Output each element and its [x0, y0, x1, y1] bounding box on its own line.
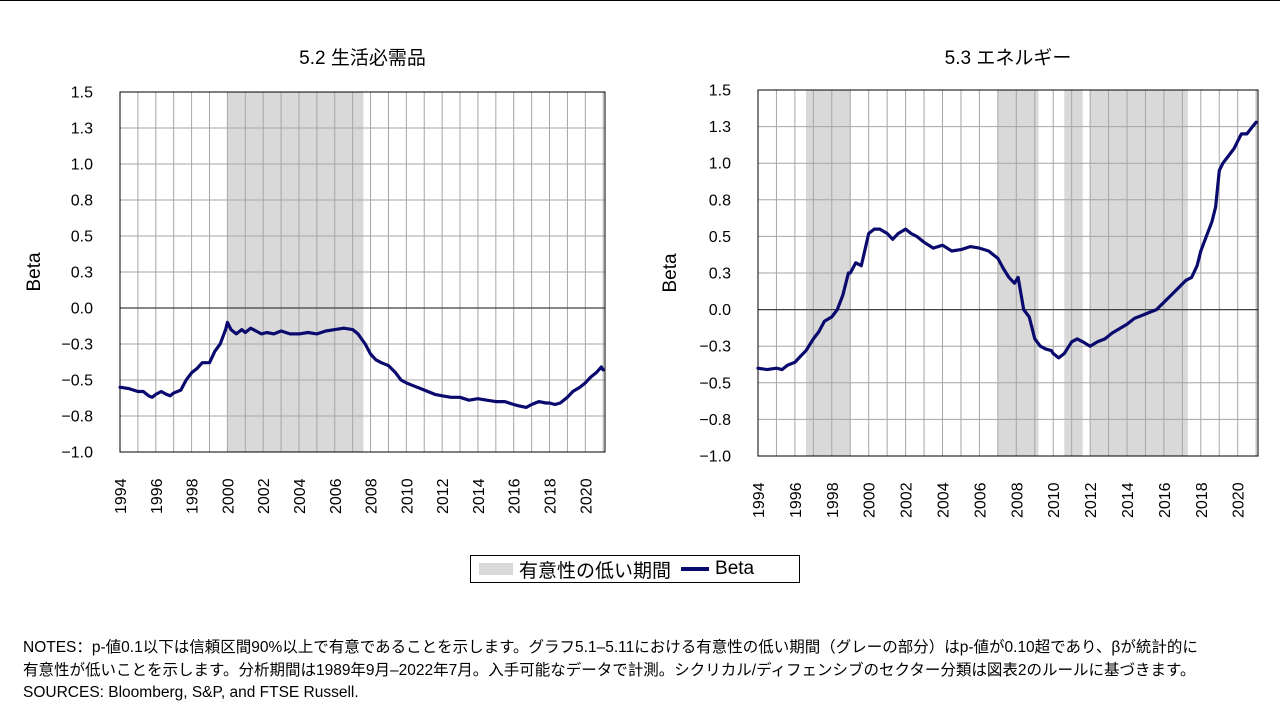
x-tick-label: 1994: [113, 478, 130, 514]
y-tick-label: −0.5: [61, 373, 93, 390]
chart-title: 5.3 エネルギー: [945, 47, 1072, 69]
x-tick-label: 2010: [399, 478, 416, 514]
x-tick-label: 2018: [543, 478, 560, 514]
x-tick-label: 2020: [1231, 482, 1248, 518]
y-tick-label: 0.8: [71, 193, 93, 210]
x-tick-label: 2014: [1120, 482, 1137, 518]
y-tick-label: 1.3: [709, 119, 731, 136]
legend-shade-swatch: [479, 563, 513, 575]
x-tick-label: 2012: [1083, 482, 1100, 518]
plot-border: [757, 89, 1259, 457]
x-tick-label: 2010: [1046, 482, 1063, 518]
x-tick-label: 1996: [788, 482, 805, 518]
y-tick-label: 0.0: [71, 301, 93, 318]
y-tick-label: 0.0: [709, 302, 731, 319]
legend-shade-label: 有意性の低い期間: [519, 560, 672, 582]
chart-consumer-staples: 1.5 1.3 1.0 0.8 0.5 0.3 0.0 −0.3 −0.5 −0.8 −1.0 199…: [24, 47, 606, 514]
top-border: [0, 0, 1280, 1]
y-tick-label: 1.5: [709, 83, 731, 100]
x-tick-label: 2002: [256, 478, 273, 514]
notes-line-2: 有意性が低いことを示します。分析期間は1989年9月–2022年7月。入手可能な…: [23, 661, 1196, 679]
chart-energy: 1.5 1.3 1.0 0.8 0.5 0.3 0.0 −0.3 −0.5 −0.8 −1.0 199…: [660, 47, 1259, 518]
x-tick-label: 2006: [328, 478, 345, 514]
y-tick-label: 0.5: [71, 229, 93, 246]
y-tick-label: −0.8: [61, 409, 93, 426]
x-tick-label: 2004: [292, 478, 309, 514]
beta-series-line: [118, 320, 605, 409]
y-axis-label: Beta: [660, 253, 681, 293]
y-tick-label: 1.5: [71, 85, 93, 102]
y-tick-label: −1.0: [699, 449, 731, 466]
y-tick-label: 0.3: [71, 265, 93, 282]
x-tick-label: 2004: [936, 482, 953, 518]
x-tick-label: 2016: [507, 478, 524, 514]
chart-legend: 有意性の低い期間 Beta: [470, 555, 800, 583]
sources-line: SOURCES: Bloomberg, S&P, and FTSE Russel…: [23, 684, 359, 701]
chart-title: 5.2 生活必需品: [299, 47, 426, 69]
x-tick-label: 2000: [220, 478, 237, 514]
y-tick-label: −1.0: [61, 445, 93, 462]
y-tick-label: 0.8: [709, 192, 731, 209]
y-tick-label: 1.3: [71, 121, 93, 138]
y-axis-label: Beta: [24, 252, 45, 292]
x-tick-label: 1998: [185, 478, 202, 514]
x-tick-label: 2020: [578, 478, 595, 514]
notes-line-1: NOTES：p-値0.1以下は信頼区間90%以上で有意であることを示します。グラ…: [23, 639, 1198, 656]
x-tick-label: 2012: [435, 478, 452, 514]
y-tick-label: 0.5: [709, 229, 731, 246]
beta-series-line: [756, 120, 1258, 372]
x-tick-label: 2014: [471, 478, 488, 514]
y-tick-label: −0.5: [699, 375, 731, 392]
legend-line-swatch: [681, 567, 710, 571]
y-tick-label: −0.8: [699, 412, 731, 429]
y-tick-label: 0.3: [709, 266, 731, 283]
x-tick-label: 2000: [862, 482, 879, 518]
y-tick-label: −0.3: [61, 337, 93, 354]
x-tick-label: 2018: [1194, 482, 1211, 518]
x-tick-label: 1998: [825, 482, 842, 518]
x-tick-label: 2008: [364, 478, 381, 514]
x-tick-label: 1996: [149, 478, 166, 514]
x-tick-label: 2006: [972, 482, 989, 518]
y-tick-label: −0.3: [699, 339, 731, 356]
legend-line-label: Beta: [715, 558, 755, 579]
plot-border: [119, 91, 606, 453]
x-tick-label: 1994: [751, 482, 768, 518]
footnotes: NOTES：p-値0.1以下は信頼区間90%以上で有意であることを示します。グラ…: [23, 637, 1273, 705]
y-tick-label: 1.0: [709, 156, 731, 173]
y-tick-label: 1.0: [71, 157, 93, 174]
x-tick-label: 2016: [1157, 482, 1174, 518]
x-tick-label: 2002: [899, 482, 916, 518]
x-tick-label: 2008: [1009, 482, 1026, 518]
